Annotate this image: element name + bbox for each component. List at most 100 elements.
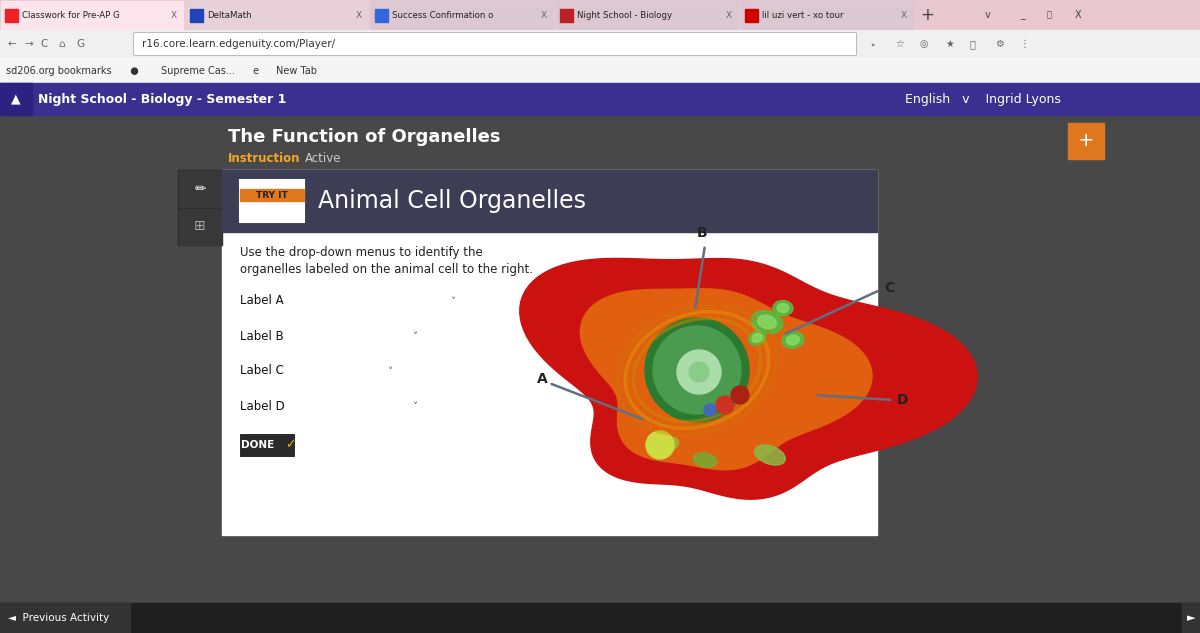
Text: Night School - Biology: Night School - Biology bbox=[577, 11, 672, 20]
Bar bbox=[190, 9, 203, 22]
Text: +: + bbox=[1078, 132, 1094, 151]
Text: ▲: ▲ bbox=[11, 92, 20, 106]
Text: ⋮: ⋮ bbox=[1020, 39, 1030, 49]
Text: DONE: DONE bbox=[241, 440, 275, 450]
Text: ◎: ◎ bbox=[920, 39, 929, 49]
Circle shape bbox=[646, 431, 674, 459]
Text: →: → bbox=[24, 39, 32, 49]
Text: Supreme Cas...: Supreme Cas... bbox=[161, 66, 235, 76]
Text: ●: ● bbox=[125, 66, 145, 76]
Text: The Function of Organelles: The Function of Organelles bbox=[228, 128, 500, 146]
Text: ˅: ˅ bbox=[412, 402, 418, 412]
Text: ⊞: ⊞ bbox=[194, 219, 206, 233]
Bar bbox=[374, 9, 388, 22]
Circle shape bbox=[704, 404, 716, 416]
Bar bbox=[742, 1, 913, 29]
Text: Instruction: Instruction bbox=[228, 153, 300, 165]
Ellipse shape bbox=[782, 332, 804, 348]
Ellipse shape bbox=[751, 334, 762, 342]
Ellipse shape bbox=[652, 437, 679, 453]
Circle shape bbox=[689, 362, 709, 382]
FancyBboxPatch shape bbox=[133, 32, 857, 56]
Text: Label A: Label A bbox=[240, 294, 283, 308]
Text: Use the drop-down menus to identify the: Use the drop-down menus to identify the bbox=[240, 246, 482, 259]
Text: sd206.org bookmarks: sd206.org bookmarks bbox=[6, 66, 112, 76]
Text: TRY IT: TRY IT bbox=[256, 191, 288, 199]
Text: X: X bbox=[726, 11, 732, 20]
Text: ˅: ˅ bbox=[450, 297, 455, 307]
Bar bbox=[178, 170, 222, 245]
Ellipse shape bbox=[778, 303, 788, 313]
Bar bbox=[0, 603, 130, 633]
Text: ►: ► bbox=[1187, 613, 1195, 623]
Bar bbox=[240, 180, 304, 222]
Text: ◄  Previous Activity: ◄ Previous Activity bbox=[8, 613, 109, 623]
Text: ★: ★ bbox=[946, 39, 954, 49]
Bar bbox=[240, 189, 304, 201]
Bar bbox=[0, 83, 1200, 115]
Bar bbox=[240, 434, 294, 456]
Bar bbox=[0, 603, 1200, 633]
Text: DeltaMath: DeltaMath bbox=[208, 11, 252, 20]
Bar bbox=[0, 58, 1200, 83]
Ellipse shape bbox=[749, 330, 766, 346]
Text: X: X bbox=[541, 11, 547, 20]
Circle shape bbox=[646, 318, 749, 422]
Text: ☆: ☆ bbox=[895, 39, 904, 49]
Bar bbox=[5, 9, 18, 22]
Bar bbox=[0, 0, 1200, 30]
Text: X: X bbox=[172, 11, 178, 20]
Text: D: D bbox=[898, 393, 908, 407]
Text: Label B: Label B bbox=[240, 330, 283, 342]
Ellipse shape bbox=[757, 315, 776, 329]
Text: C: C bbox=[884, 281, 894, 295]
Circle shape bbox=[716, 396, 734, 414]
Text: ⋆: ⋆ bbox=[870, 39, 876, 49]
Ellipse shape bbox=[755, 445, 785, 465]
Bar bbox=[745, 9, 758, 22]
Text: ⬜: ⬜ bbox=[1046, 11, 1052, 20]
Bar bbox=[0, 115, 1200, 603]
Bar bbox=[312, 396, 422, 418]
Bar bbox=[1068, 123, 1104, 159]
Circle shape bbox=[677, 350, 721, 394]
Text: lil uzi vert - xo tour: lil uzi vert - xo tour bbox=[762, 11, 844, 20]
Text: Success Confirmation o: Success Confirmation o bbox=[392, 11, 493, 20]
Bar bbox=[0, 83, 32, 115]
Bar bbox=[560, 9, 574, 22]
Ellipse shape bbox=[786, 335, 799, 345]
Bar bbox=[556, 1, 738, 29]
Bar bbox=[179, 171, 221, 207]
Polygon shape bbox=[581, 289, 872, 470]
Text: C: C bbox=[40, 39, 47, 49]
Bar bbox=[222, 170, 877, 232]
Bar bbox=[312, 291, 460, 313]
Polygon shape bbox=[520, 258, 977, 499]
Text: G: G bbox=[76, 39, 84, 49]
Text: v: v bbox=[985, 10, 991, 20]
Text: ⬜: ⬜ bbox=[970, 39, 976, 49]
Text: organelles labeled on the animal cell to the right.: organelles labeled on the animal cell to… bbox=[240, 263, 533, 276]
Bar bbox=[186, 1, 368, 29]
Text: +: + bbox=[920, 6, 934, 24]
Text: ←: ← bbox=[8, 39, 17, 49]
Text: Animal Cell Organelles: Animal Cell Organelles bbox=[318, 189, 586, 213]
Text: English   v    Ingrid Lyons: English v Ingrid Lyons bbox=[905, 92, 1061, 106]
Text: B: B bbox=[697, 226, 708, 240]
Bar bbox=[0, 30, 1200, 58]
Text: ˅: ˅ bbox=[412, 332, 418, 342]
Text: ⚙: ⚙ bbox=[995, 39, 1003, 49]
Text: ⌂: ⌂ bbox=[58, 39, 65, 49]
Text: Night School - Biology - Semester 1: Night School - Biology - Semester 1 bbox=[38, 92, 287, 106]
Text: ˅: ˅ bbox=[386, 367, 392, 377]
Bar bbox=[1, 1, 182, 29]
Bar bbox=[312, 326, 422, 348]
Text: e: e bbox=[251, 66, 263, 76]
Bar bbox=[179, 209, 221, 245]
Text: ✓: ✓ bbox=[286, 439, 295, 451]
Text: Label C: Label C bbox=[240, 365, 284, 377]
Text: X: X bbox=[901, 11, 907, 20]
Circle shape bbox=[731, 386, 749, 404]
Ellipse shape bbox=[751, 311, 782, 334]
Bar bbox=[312, 361, 397, 383]
